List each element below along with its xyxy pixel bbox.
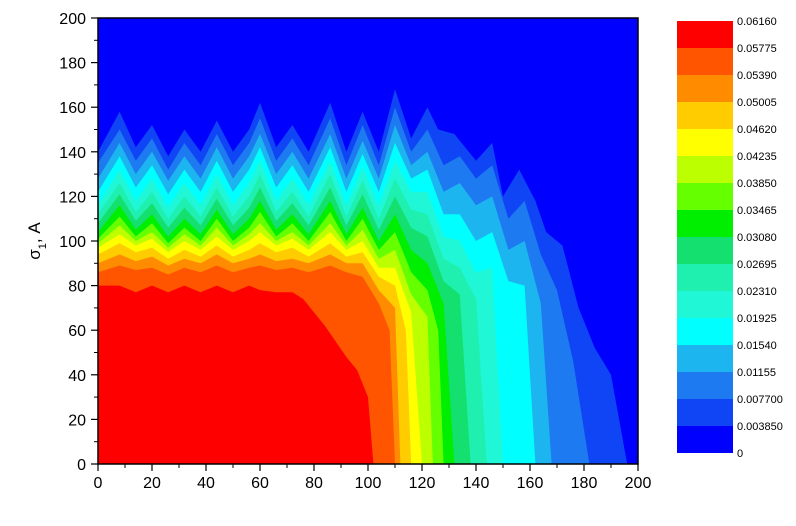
colorbar-label: 0.05390 — [737, 70, 777, 82]
colorbar-swatch — [677, 129, 733, 156]
x-tick-label: 60 — [251, 475, 269, 492]
contour-area — [98, 18, 638, 464]
y-tick-label: 200 — [59, 11, 86, 28]
colorbar-swatch — [677, 75, 733, 102]
x-tick-label: 120 — [409, 475, 436, 492]
x-tick-label: 20 — [143, 475, 161, 492]
x-tick-label: 140 — [463, 475, 490, 492]
colorbar-label: 0.01155 — [737, 367, 776, 379]
colorbar-swatch — [677, 21, 733, 48]
y-tick-label: 60 — [68, 323, 86, 340]
colorbar-label: 0.03080 — [737, 232, 777, 244]
colorbar-swatch — [677, 48, 733, 75]
y-axis-label: σ1, A — [25, 222, 49, 260]
colorbar-swatch — [677, 210, 733, 237]
colorbar-label: 0.06160 — [737, 16, 777, 28]
y-tick-label: 140 — [59, 145, 86, 162]
y-tick-label: 120 — [59, 189, 86, 206]
x-tick-label: 40 — [197, 475, 215, 492]
x-tick-label: 160 — [517, 475, 544, 492]
colorbar-label: 0.01540 — [737, 340, 777, 352]
y-tick-label: 20 — [68, 412, 86, 429]
colorbar-legend: 0 0.003850 0.007700 0.01155 0.01540 0.01925 0.… — [677, 16, 783, 460]
colorbar-swatch — [677, 426, 733, 453]
colorbar-label: 0.04235 — [737, 151, 777, 163]
x-axis: 0 20 40 60 80 100 120 140 160 180 200 — [94, 464, 652, 492]
colorbar-swatch — [677, 399, 733, 426]
colorbar-swatch — [677, 156, 733, 183]
colorbar-label: 0.03465 — [737, 205, 777, 217]
y-tick-label: 0 — [77, 457, 86, 474]
colorbar-label: 0.01925 — [737, 313, 777, 325]
colorbar-swatch — [677, 345, 733, 372]
y-axis: 0 20 40 60 80 100 120 140 160 180 200 — [59, 11, 98, 474]
colorbar-swatch — [677, 264, 733, 291]
colorbar-label: 0.003850 — [737, 421, 783, 433]
y-tick-label: 80 — [68, 279, 86, 296]
colorbar-swatch — [677, 183, 733, 210]
colorbar-label: 0.02310 — [737, 286, 777, 298]
colorbar-swatch — [677, 102, 733, 129]
colorbar-label: 0.05775 — [737, 43, 777, 55]
colorbar-swatch — [677, 372, 733, 399]
colorbar-label: 0.02695 — [737, 259, 777, 271]
x-tick-label: 80 — [305, 475, 323, 492]
colorbar-label: 0 — [737, 448, 743, 460]
colorbar-label: 0.007700 — [737, 394, 783, 406]
colorbar-swatch — [677, 318, 733, 345]
colorbar-label: 0.04620 — [737, 124, 777, 136]
x-tick-label: 200 — [625, 475, 652, 492]
colorbar-label: 0.03850 — [737, 178, 777, 190]
y-tick-label: 100 — [59, 234, 86, 251]
colorbar-label: 0.05005 — [737, 97, 777, 109]
x-tick-label: 180 — [571, 475, 598, 492]
contour-band-15 — [98, 285, 638, 464]
y-tick-label: 160 — [59, 100, 86, 117]
colorbar-swatch — [677, 237, 733, 264]
x-tick-label: 100 — [355, 475, 382, 492]
x-tick-label: 0 — [94, 475, 103, 492]
y-tick-label: 40 — [68, 368, 86, 385]
y-tick-label: 180 — [59, 56, 86, 73]
colorbar-swatch — [677, 291, 733, 318]
